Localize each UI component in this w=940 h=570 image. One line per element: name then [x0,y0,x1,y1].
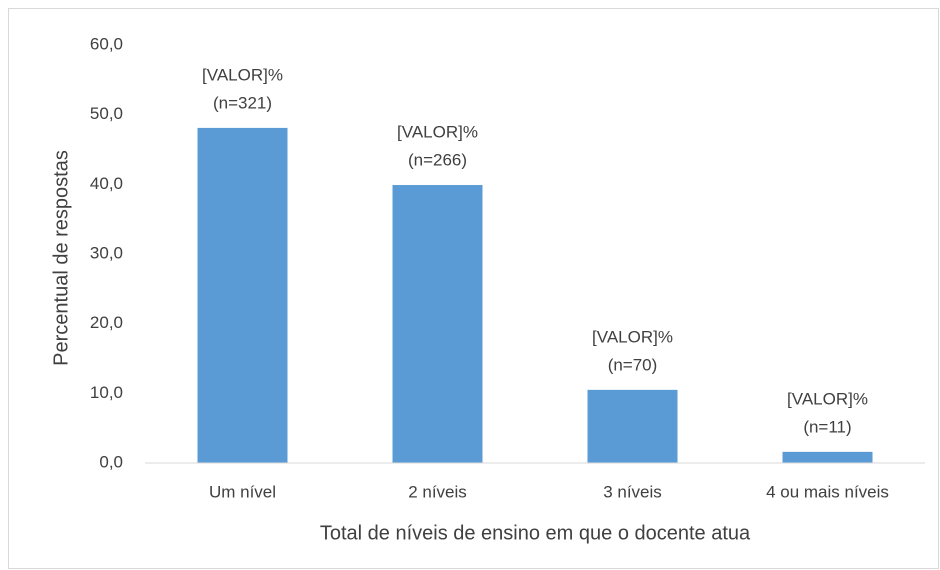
bar [392,185,483,463]
y-tick-label: 20,0 [90,313,123,332]
y-tick-label: 60,0 [90,34,123,53]
y-tick-label: 30,0 [90,243,123,262]
x-tick-label: 2 níveis [408,482,467,501]
count-label: (n=266) [408,151,467,170]
y-tick-label: 10,0 [90,383,123,402]
y-axis-title: Percentual de respostas [50,150,72,366]
bar [587,389,678,463]
data-label: [VALOR]% [202,65,283,84]
data-label: [VALOR]% [397,123,478,142]
count-label: (n=70) [608,355,658,374]
y-tick-label: 40,0 [90,174,123,193]
bar [782,451,873,463]
data-label: [VALOR]% [787,389,868,408]
data-label: [VALOR]% [592,327,673,346]
bar [197,127,288,464]
y-tick-label: 50,0 [90,104,123,123]
x-tick-label: Um nível [209,482,276,501]
count-label: (n=321) [213,93,272,112]
count-label: (n=11) [803,417,851,436]
x-axis-title: Total de níveis de ensino em que o docen… [320,522,751,544]
x-tick-label: 3 níveis [603,482,662,501]
y-tick-label: 0,0 [99,452,123,471]
x-tick-label: 4 ou mais níveis [766,482,889,501]
